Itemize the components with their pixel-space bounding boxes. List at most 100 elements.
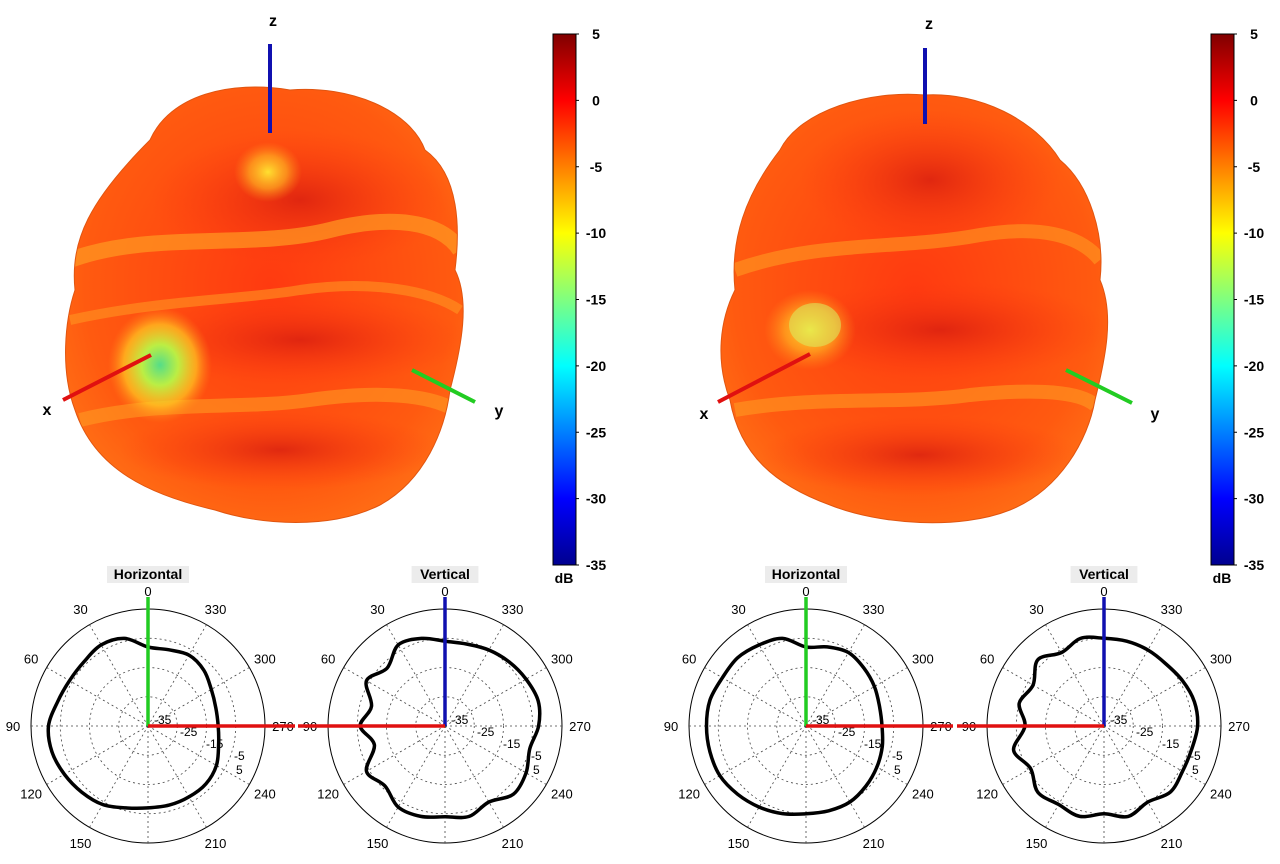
polar-angle-label: 240 — [1210, 787, 1232, 802]
polar-title-bg — [765, 566, 847, 583]
polar-angle-label: 90 — [664, 719, 678, 734]
colorbar-tick-label: -10 — [1244, 225, 1264, 241]
polar-angle-label: 210 — [502, 836, 524, 851]
polar-angle-label: 0 — [441, 584, 448, 599]
polar-radial-label: 5 — [533, 763, 540, 777]
polar-angle-label: 30 — [1029, 602, 1043, 617]
polar-radial-label: -25 — [180, 725, 198, 739]
polar-angle-label: 300 — [254, 652, 276, 667]
polar-plot-horizontal-1: 0306090120150210240270300330-35-25-15-55… — [6, 566, 295, 851]
polar-grid-spoke — [704, 667, 807, 727]
polar-radial-label: -25 — [477, 725, 495, 739]
polar-angle-label: 90 — [6, 719, 20, 734]
colorbar-1: 5 0 -5 -10 -15 -20 -25 -30 -35 dB — [552, 26, 606, 586]
polar-title: Horizontal — [114, 566, 182, 582]
polar-angle-label: 270 — [1228, 719, 1250, 734]
polar-angle-label: 30 — [370, 602, 384, 617]
polar-angle-label: 210 — [205, 836, 227, 851]
colorbar-tick-label: -30 — [1244, 491, 1264, 507]
polar-angle-label: 210 — [863, 836, 885, 851]
polar-radial-label: 5 — [1192, 763, 1199, 777]
polar-plot-vertical-2: 0306090120150210240270300330-35-25-15-55… — [957, 566, 1250, 851]
polar-angle-label: 330 — [863, 602, 885, 617]
colorbar-tick-label: -20 — [1244, 358, 1264, 374]
polar-angle-label: 60 — [980, 652, 994, 667]
polar-plot-horizontal-2: 0306090120150210240270300330-35-25-15-55… — [664, 566, 953, 851]
polar-radial-label: -15 — [503, 737, 521, 751]
polar-grid-spoke — [343, 667, 446, 727]
polar-angle-label: 240 — [254, 787, 276, 802]
y-axis-line — [411, 368, 476, 404]
polar-radial-label: -5 — [234, 749, 245, 763]
colorbar-tick-label: -25 — [586, 424, 606, 440]
colorbar-gradient — [552, 33, 577, 566]
polar-angle-label: 120 — [317, 787, 339, 802]
polar-angle-label: 0 — [144, 584, 151, 599]
polar-title-bg — [411, 566, 479, 583]
polar-angle-label: 210 — [1161, 836, 1183, 851]
polar-radial-label: -25 — [1136, 725, 1154, 739]
polar-pattern-trace — [358, 636, 542, 820]
polar-angle-label: 240 — [551, 787, 573, 802]
colorbar-tick-label: 5 — [592, 26, 600, 42]
colorbar-tick-label: -35 — [1244, 557, 1264, 573]
polar-angle-label: 330 — [1161, 602, 1183, 617]
y-axis-label: y — [1151, 406, 1160, 423]
radiation-surface — [720, 94, 1108, 523]
polar-pattern-trace — [704, 636, 885, 817]
polar-title-bg — [1070, 566, 1138, 583]
z-axis-label: z — [269, 13, 277, 30]
colorbar-gradient — [1210, 33, 1235, 566]
polar-angle-label: 0 — [1100, 584, 1107, 599]
polar-title: Vertical — [1079, 566, 1129, 582]
y-axis-label: y — [495, 403, 504, 420]
polar-angle-label: 60 — [24, 652, 38, 667]
colorbar-tick-label: 5 — [1250, 26, 1258, 42]
polar-title: Vertical — [420, 566, 470, 582]
polar-radial-label: -35 — [451, 713, 469, 727]
polar-angle-label: 0 — [802, 584, 809, 599]
polar-radial-label: -5 — [892, 749, 903, 763]
colorbar-tick-label: -15 — [586, 292, 606, 308]
polar-radial-label: -15 — [1162, 737, 1180, 751]
polar-angle-label: 150 — [1026, 836, 1048, 851]
colorbar-tick-label: -20 — [586, 358, 606, 374]
colorbar-tick-label: 0 — [592, 92, 600, 108]
polar-angle-label: 60 — [682, 652, 696, 667]
y-axis-line — [1065, 368, 1133, 405]
polar-title-bg — [107, 566, 189, 583]
polar-angle-label: 30 — [73, 602, 87, 617]
colorbar-tick-label: -15 — [1244, 292, 1264, 308]
polar-angle-label: 150 — [367, 836, 389, 851]
polar-angle-label: 150 — [728, 836, 750, 851]
polar-grid-spoke — [89, 725, 149, 828]
polar-radial-label: -25 — [838, 725, 856, 739]
polar-angle-label: 300 — [551, 652, 573, 667]
colorbar-tick-label: -5 — [590, 159, 603, 175]
polar-radial-label: -35 — [1110, 713, 1128, 727]
polar-radial-label: -15 — [206, 737, 224, 751]
pattern-3d-panel-2: z x y — [700, 16, 1160, 524]
polar-radial-label: -35 — [812, 713, 830, 727]
x-axis-label: x — [700, 406, 709, 423]
pattern-3d-panel-1: z x y — [43, 13, 504, 523]
polar-angle-label: 330 — [502, 602, 524, 617]
polar-angle-label: 30 — [731, 602, 745, 617]
polar-pattern-trace — [1011, 635, 1200, 819]
polar-angle-label: 300 — [1210, 652, 1232, 667]
polar-grid-spoke — [343, 725, 446, 785]
polar-plot-vertical-1: 0306090120150210240270300330-35-25-15-55… — [298, 566, 591, 851]
polar-radial-label: -5 — [531, 749, 542, 763]
polar-angle-label: 150 — [70, 836, 92, 851]
colorbar-tick-label: -5 — [1248, 159, 1261, 175]
polar-angle-label: 330 — [205, 602, 227, 617]
polar-angle-label: 270 — [569, 719, 591, 734]
polar-radial-label: 5 — [894, 763, 901, 777]
colorbar-tick-label: -30 — [586, 491, 606, 507]
polar-angle-label: 120 — [678, 787, 700, 802]
polar-angle-label: 60 — [321, 652, 335, 667]
colorbar-tick-label: -35 — [586, 557, 606, 573]
polar-radial-label: 5 — [236, 763, 243, 777]
radiation-surface — [65, 87, 464, 523]
